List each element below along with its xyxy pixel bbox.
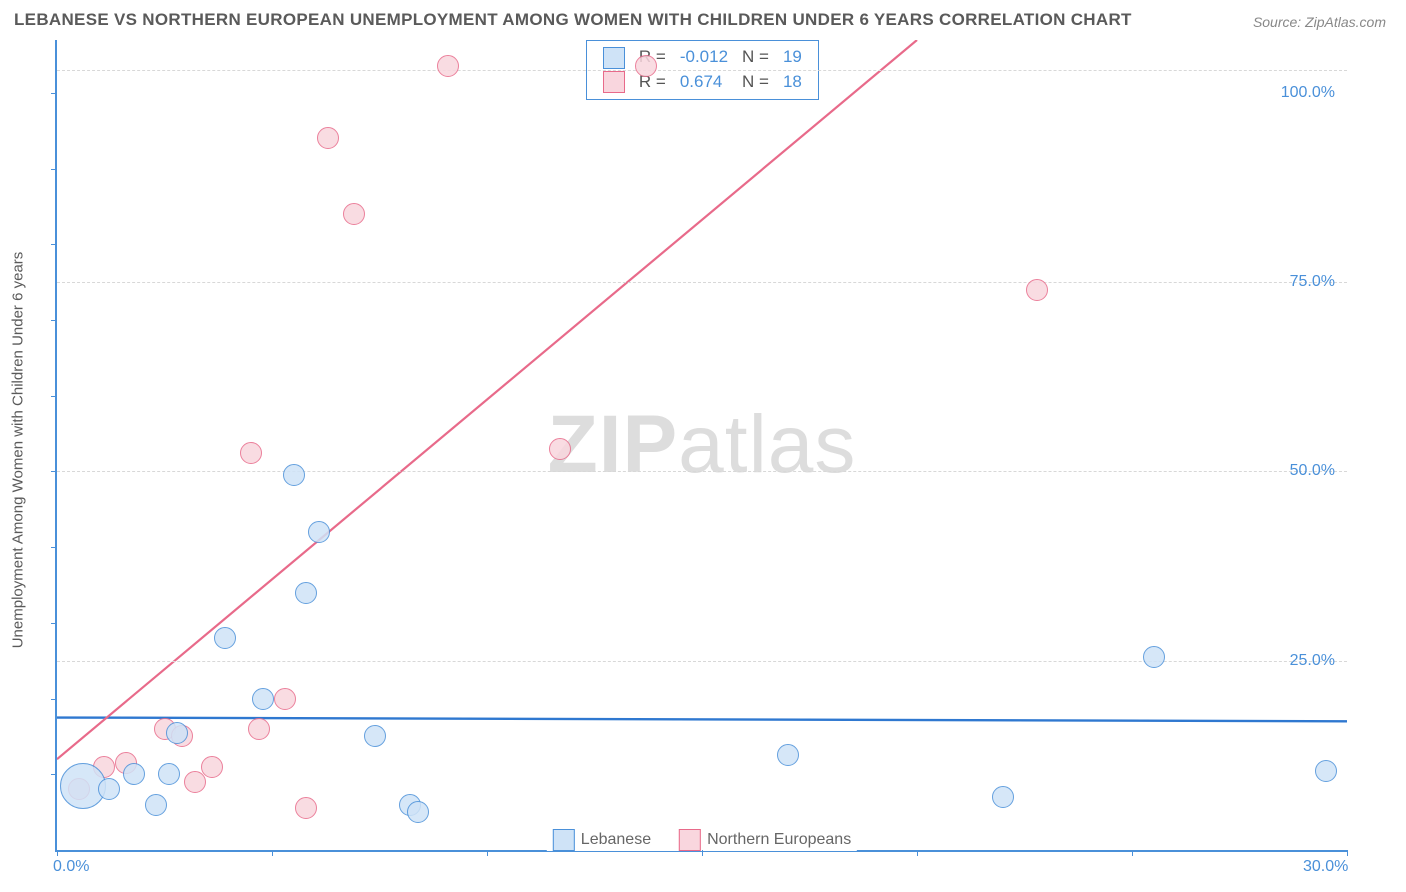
data-point [158, 763, 180, 785]
data-point [1026, 279, 1048, 301]
data-point [317, 127, 339, 149]
legend-item: Lebanese [553, 829, 651, 851]
stats-n-value: 19 [777, 46, 808, 69]
x-tick-mark [487, 850, 488, 856]
data-point [283, 464, 305, 486]
y-tick-mark [51, 471, 57, 472]
data-point [145, 794, 167, 816]
data-point [407, 801, 429, 823]
y-tick-mark [51, 774, 57, 775]
y-axis-label: Unemployment Among Women with Children U… [10, 252, 27, 649]
gridline [57, 70, 1347, 71]
data-point [343, 203, 365, 225]
watermark: ZIPatlas [548, 398, 857, 492]
source-credit: Source: ZipAtlas.com [1253, 14, 1386, 30]
data-point [295, 582, 317, 604]
data-point [252, 688, 274, 710]
data-point [98, 778, 120, 800]
legend-bottom: Lebanese Northern Europeans [547, 829, 857, 851]
data-point [364, 725, 386, 747]
data-point [437, 55, 459, 77]
x-tick-mark [57, 850, 58, 856]
y-tick-label: 50.0% [1290, 462, 1335, 480]
data-point [214, 627, 236, 649]
stats-n-value: 18 [777, 71, 808, 94]
data-point [166, 722, 188, 744]
chart-container: LEBANESE VS NORTHERN EUROPEAN UNEMPLOYME… [0, 0, 1406, 892]
stats-row: R =0.674N =18 [597, 71, 808, 94]
data-point [248, 718, 270, 740]
y-tick-mark [51, 396, 57, 397]
chart-title: LEBANESE VS NORTHERN EUROPEAN UNEMPLOYME… [14, 10, 1132, 30]
x-tick-label: 0.0% [53, 858, 89, 876]
data-point [308, 521, 330, 543]
data-point [123, 763, 145, 785]
x-tick-mark [702, 850, 703, 856]
x-tick-mark [1347, 850, 1348, 856]
y-tick-mark [51, 320, 57, 321]
data-point [992, 786, 1014, 808]
y-tick-mark [51, 623, 57, 624]
data-point [1143, 646, 1165, 668]
watermark-light: atlas [678, 399, 856, 490]
data-point [295, 797, 317, 819]
x-tick-label: 30.0% [1303, 858, 1348, 876]
y-tick-mark [51, 547, 57, 548]
legend-swatch [553, 829, 575, 851]
x-tick-mark [917, 850, 918, 856]
y-tick-label: 25.0% [1290, 652, 1335, 670]
legend-swatch [679, 829, 701, 851]
y-tick-mark [51, 244, 57, 245]
data-point [635, 55, 657, 77]
data-point [549, 438, 571, 460]
y-tick-mark [51, 93, 57, 94]
data-point [201, 756, 223, 778]
x-tick-mark [1132, 850, 1133, 856]
legend-label: Northern Europeans [707, 831, 851, 848]
plot-area: ZIPatlas R =-0.012N =19R =0.674N =18 Leb… [55, 40, 1347, 852]
data-point [1315, 760, 1337, 782]
stats-r-value: 0.674 [674, 71, 734, 94]
gridline [57, 471, 1347, 472]
stats-r-value: -0.012 [674, 46, 734, 69]
regression-line [57, 40, 917, 759]
data-point [184, 771, 206, 793]
stats-n-label: N = [736, 71, 775, 94]
stats-n-label: N = [736, 46, 775, 69]
y-tick-label: 75.0% [1290, 273, 1335, 291]
data-point [274, 688, 296, 710]
stats-swatch [603, 71, 625, 93]
y-tick-label: 100.0% [1281, 84, 1335, 102]
data-point [240, 442, 262, 464]
x-tick-mark [272, 850, 273, 856]
data-point [777, 744, 799, 766]
legend-label: Lebanese [581, 831, 651, 848]
stats-row: R =-0.012N =19 [597, 46, 808, 69]
legend-item: Northern Europeans [679, 829, 851, 851]
gridline [57, 282, 1347, 283]
stats-swatch [603, 47, 625, 69]
y-tick-mark [51, 169, 57, 170]
y-tick-mark [51, 699, 57, 700]
